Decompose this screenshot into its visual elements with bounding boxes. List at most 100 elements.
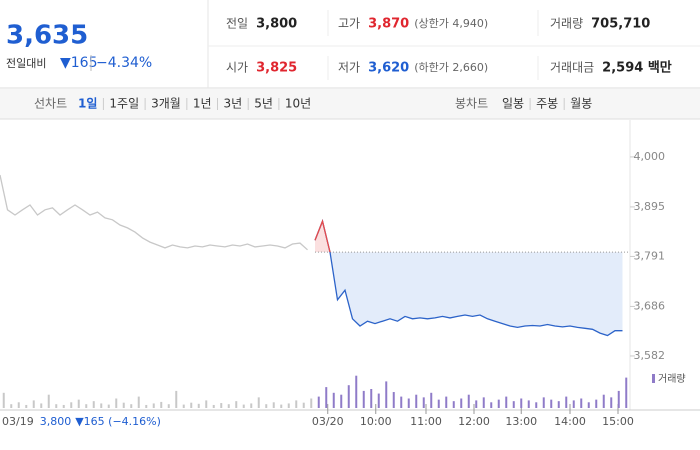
change-rate: −4.34% [96,55,152,71]
volume-bar [17,402,20,408]
area-above-close [315,221,331,253]
volume-bar [295,400,298,408]
volume-bar [190,402,193,408]
x-tick-label: 13:00 [505,415,537,428]
stat-value: 2,594 백만 [602,60,672,76]
period-tab[interactable]: 1년 [193,97,212,111]
volume-bar [520,398,523,408]
volume-bar [310,398,313,408]
stat-label: 거래량 [550,17,583,31]
candle-tab[interactable]: 월봉 [570,97,592,111]
volume-bar [272,402,275,408]
volume-bar [595,399,598,408]
info-price: 3,800 [40,415,72,428]
stat-label: 거래대금 [550,61,594,75]
stat-value: 3,800 [256,17,297,32]
current-price: 3,635 [6,21,88,51]
volume-bar [32,400,35,408]
volume-bar [152,403,155,408]
volume-bar [542,397,545,408]
volume-bar [137,396,140,408]
period-tab[interactable]: 1주일 [109,97,139,111]
period-tab[interactable]: 3개월 [151,97,181,111]
volume-bar [70,402,73,408]
volume-bar [257,397,260,408]
volume-bar [625,377,628,408]
volume-bar [92,401,95,408]
volume-bar [85,404,88,408]
volume-bar [602,394,605,408]
change: ▼165 [60,55,98,71]
period-tab[interactable]: 1일 [78,97,97,111]
volume-bar [250,403,253,408]
volume-bar [572,400,575,408]
volume-bar [565,396,568,408]
volume-bar [340,394,343,408]
x-tick-label: 14:00 [554,415,586,428]
info-date: 03/19 [2,415,34,428]
volume-bar [175,390,178,408]
volume-bar [475,400,478,408]
stat-label: 전일 [226,17,248,31]
volume-bar [467,394,470,408]
y-tick-label: 3,895 [634,200,666,213]
price-line [0,174,308,251]
volume-bar [212,404,215,408]
volume-bar [265,404,268,408]
volume-bar [100,403,103,408]
period-tab[interactable]: 5년 [254,97,273,111]
legend-label: 거래량 [658,373,686,385]
volume-bar [182,404,185,408]
volume-bar [400,396,403,408]
volume-bar [130,404,133,408]
volume-bar [317,396,320,408]
volume-bar [437,399,440,408]
volume-bar [235,401,238,408]
volume-bar [55,404,58,408]
volume-bar [362,390,365,408]
info-change: ▼165 (−4.16%) [75,415,161,428]
volume-bar [62,404,65,408]
volume-bar [370,389,373,408]
volume-bar [160,401,163,408]
tab-label: 봉차트 [455,97,488,111]
volume-bar [122,402,125,408]
volume-bar [167,404,170,408]
volume-bar [40,403,43,408]
volume-bar [580,398,583,408]
volume-bar [145,404,148,408]
volume-bar [505,396,508,408]
volume-bar [25,404,28,408]
period-tab[interactable]: 10년 [285,97,311,111]
volume-bar [280,404,283,408]
volume-bar [355,375,358,408]
stat-value: 705,710 [591,17,650,32]
stat-value: 3,825 [256,61,297,76]
volume-bar [227,404,230,408]
volume-bar [107,404,110,408]
candle-tab[interactable]: 일봉 [502,97,524,111]
tab-bar [0,89,700,119]
stat-label: 저가 [338,61,360,75]
volume-bar [430,392,433,408]
volume-bar [407,398,410,408]
stat-note: (상한가 4,940) [414,17,488,30]
volume-bar [460,398,463,408]
stat-label: 고가 [338,17,360,31]
x-tick-label: 10:00 [360,415,392,428]
stat-label: 시가 [226,61,248,75]
volume-bar [47,394,50,408]
volume-bar [10,404,13,408]
area-below-close [315,252,623,336]
y-tick-label: 3,791 [634,249,666,262]
volume-bar [332,392,335,408]
volume-bar [550,399,553,408]
volume-bar [422,397,425,408]
price-line [314,219,623,337]
x-tick-label: 12:00 [458,415,490,428]
candle-tab[interactable]: 주봉 [536,97,558,111]
period-tab[interactable]: 3년 [224,97,243,111]
volume-bar [377,393,380,408]
